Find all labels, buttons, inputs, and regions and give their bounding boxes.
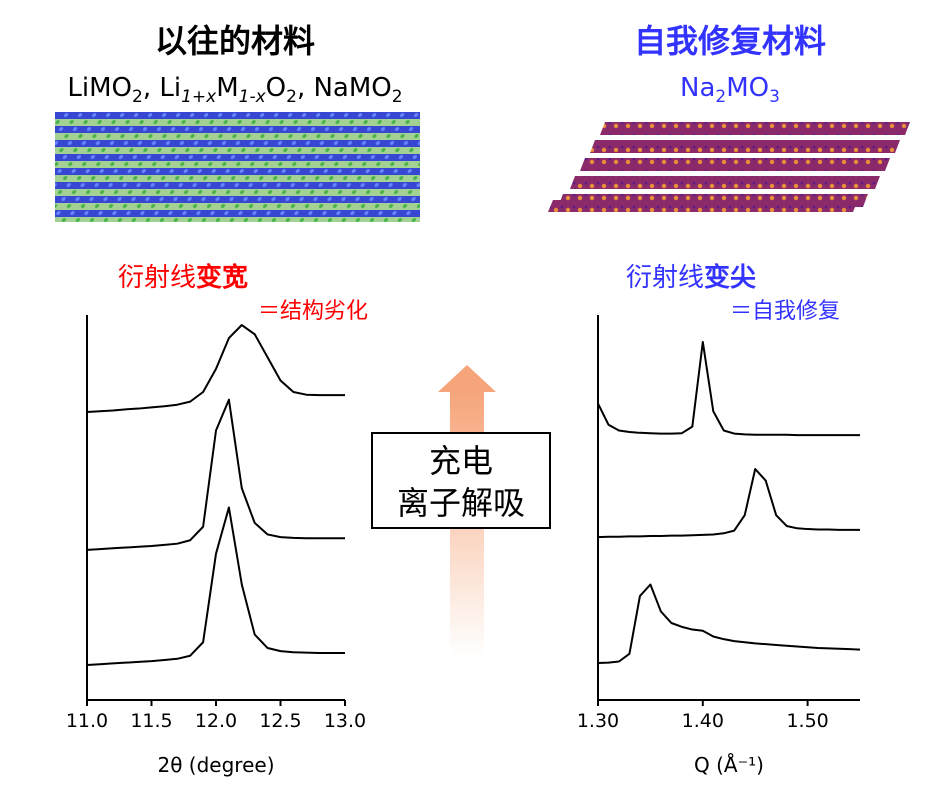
formula-subscript: 2: [286, 87, 297, 107]
crystal-left: [55, 112, 420, 222]
center-box: [371, 432, 551, 529]
formula-part: LiMO: [67, 73, 132, 103]
x-tick-label: 11.0: [66, 710, 108, 732]
heading: 自我修复材料: [634, 22, 826, 60]
x-tick-label: 1.40: [682, 710, 724, 732]
diffraction-note: 衍射线变宽: [118, 262, 248, 293]
formula-part: M: [216, 73, 238, 103]
diffraction-line: [597, 583, 861, 665]
note-meaning: ＝结构劣化: [258, 299, 368, 324]
x-tick-label: 13.0: [324, 710, 366, 732]
formula-part: , NaMO: [297, 73, 392, 103]
formula-subscript: 2: [392, 87, 403, 107]
formula: Na2​MO3​: [680, 73, 780, 107]
heading: 以往的材料: [155, 22, 315, 60]
x-tick-label: 1.30: [577, 710, 619, 732]
x-tick-label: 12.5: [259, 710, 301, 732]
x-tick-label: 11.5: [130, 710, 172, 732]
note-bold: 变宽: [196, 262, 248, 293]
note-plain: 衍射线: [118, 263, 196, 293]
crystal-right: [548, 122, 910, 212]
diffraction-line: [86, 398, 345, 551]
x-axis-label: Q (Å⁻¹): [694, 753, 764, 777]
diffraction-line: [86, 324, 345, 414]
x-tick-label: 12.0: [195, 710, 237, 732]
formula-part: Na: [680, 73, 715, 103]
diffraction-note: 衍射线变尖: [626, 262, 756, 293]
diffraction-line: [597, 468, 860, 539]
formula-part: , Li: [143, 73, 181, 103]
formula-part: O: [266, 73, 286, 103]
formula-subscript: 1+x: [181, 87, 217, 107]
note-plain: 衍射线: [626, 263, 704, 293]
diffraction-line: [86, 506, 345, 666]
layout: [55, 112, 910, 657]
x-axis-label: 2θ (degree): [157, 753, 274, 777]
formula: LiMO2​, Li1+x​M1-x​O2​, NaMO2​: [67, 73, 402, 107]
formula-subscript: 2: [715, 87, 726, 107]
formula-subscript: 1-x: [239, 87, 267, 107]
note-bold: 变尖: [704, 262, 756, 293]
center-label: 离子解吸: [397, 484, 525, 522]
formula-subscript: 3: [769, 87, 780, 107]
center-label: 充电: [429, 442, 493, 480]
note-meaning: ＝自我修复: [730, 299, 840, 324]
x-tick-label: 1.50: [786, 710, 828, 732]
arrow-head: [438, 365, 496, 392]
diffraction-line: [597, 340, 860, 437]
formula-part: MO: [726, 73, 769, 103]
formula-subscript: 2: [132, 87, 143, 107]
